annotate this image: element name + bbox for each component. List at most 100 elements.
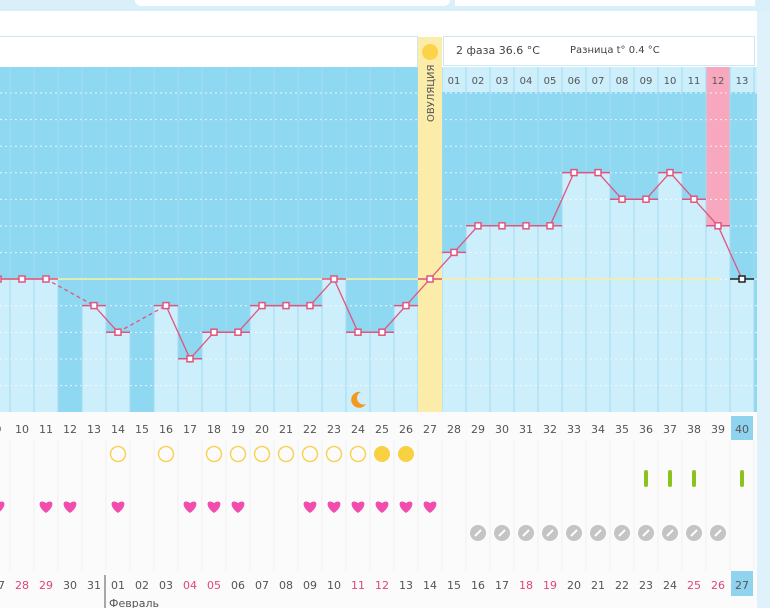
temperature-point — [402, 301, 410, 310]
temperature-point — [282, 301, 290, 310]
cycle-day-number: 18 — [207, 423, 221, 436]
temperature-bar — [514, 225, 538, 412]
temperature-point — [426, 275, 434, 283]
top-panel — [135, 0, 450, 6]
temperature-line — [597, 172, 623, 200]
temperature-bar — [322, 279, 346, 412]
cycle-day-number: 21 — [279, 423, 293, 436]
calendar-date: 31 — [87, 579, 101, 592]
phase2-day-label: 13 — [736, 76, 749, 87]
temperature-gap-line — [45, 278, 95, 307]
cycle-day-number: 24 — [351, 423, 365, 436]
phase-info-box: 2 фаза 36.6 °C Разница t° 0.4 °C — [443, 36, 755, 66]
temperature-line — [429, 251, 455, 280]
cycle-day-number: 9 — [0, 423, 2, 436]
temperature-point — [450, 248, 458, 257]
phase2-day-label: 05 — [544, 76, 557, 87]
empty-circle-icon — [229, 445, 247, 463]
calendar-date: 06 — [231, 579, 245, 592]
temperature-line — [645, 172, 671, 200]
temperature-line — [165, 305, 191, 360]
calendar-date: 27 — [0, 579, 5, 592]
temperature-line — [717, 225, 743, 280]
temperature-bar — [202, 332, 226, 412]
empty-circle-icon — [301, 445, 319, 463]
cycle-day-number: 16 — [159, 423, 173, 436]
empty-circle-icon — [205, 445, 223, 463]
cycle-day-number: 33 — [567, 423, 581, 436]
cycle-day-number: 20 — [255, 423, 269, 436]
calendar-date: 16 — [471, 579, 485, 592]
temperature-point — [570, 168, 578, 177]
temperature-bar — [538, 225, 562, 412]
pill-stripe — [690, 529, 698, 537]
heart-icon — [207, 501, 221, 513]
phase2-day-label: 10 — [664, 76, 677, 87]
phase2-day-label: 11 — [688, 76, 701, 87]
empty-circle-icon — [109, 445, 127, 463]
temperature-point — [714, 222, 722, 230]
calendar-date: 18 — [519, 579, 533, 592]
cycle-day-number: 11 — [39, 423, 53, 436]
cycle-day-number: 30 — [495, 423, 509, 436]
pill-stripe — [714, 529, 722, 537]
phase2-day-label: 09 — [640, 76, 653, 87]
cycle-day-number: 23 — [327, 423, 341, 436]
heart-icon — [303, 501, 317, 513]
heart-icon — [111, 501, 125, 513]
phase2-day-label: 02 — [472, 76, 485, 87]
moon-icon — [351, 391, 366, 408]
calendar-date: 02 — [135, 579, 149, 592]
temperature-bar — [490, 225, 514, 412]
scrollbar[interactable] — [757, 11, 770, 608]
temperature-point — [642, 195, 650, 203]
cycle-day-number: 15 — [135, 423, 149, 436]
green-mark-icon — [692, 470, 696, 487]
phase2-day-label: 07 — [592, 76, 605, 87]
calendar-date: 01 — [111, 579, 125, 592]
pill-stripe — [642, 529, 650, 537]
chart-header-left — [0, 36, 418, 67]
calendar-date: 17 — [495, 579, 509, 592]
temperature-line — [237, 305, 263, 333]
temperature-point — [738, 275, 746, 283]
temperature-point — [354, 328, 362, 336]
cycle-day-number: 13 — [87, 423, 101, 436]
calendar-date: 08 — [279, 579, 293, 592]
temperature-bar — [658, 172, 682, 412]
temperature-bar — [586, 172, 610, 412]
phase2-day-label: 08 — [616, 76, 629, 87]
cycle-day-number: 39 — [711, 423, 725, 436]
empty-circle-icon — [253, 445, 271, 463]
cycle-day-number: 34 — [591, 423, 605, 436]
temperature-bar — [562, 172, 586, 412]
calendar-date: 20 — [567, 579, 581, 592]
pill-stripe — [498, 529, 506, 537]
ovulation-label: ОВУЛЯЦИЯ — [426, 65, 437, 123]
temperature-point — [258, 301, 266, 310]
cycle-day-number: 35 — [615, 423, 629, 436]
cycle-day-number: 28 — [447, 423, 461, 436]
cycle-day-number: 36 — [639, 423, 653, 436]
calendar-date: 11 — [351, 579, 365, 592]
temperature-point — [114, 328, 122, 336]
heart-icon — [351, 501, 365, 513]
calendar-date: 26 — [711, 579, 725, 592]
temperature-line — [381, 305, 407, 333]
ovulation-band — [418, 37, 442, 412]
heart-icon — [375, 501, 389, 513]
cycle-day-number: 26 — [399, 423, 413, 436]
cycle-day-number: 10 — [15, 423, 29, 436]
pill-stripe — [570, 529, 578, 537]
current-day-highlight — [731, 416, 753, 440]
calendar-date: 24 — [663, 579, 677, 592]
pill-stripe — [594, 529, 602, 537]
temperature-line — [405, 278, 431, 307]
cycle-day-number: 17 — [183, 423, 197, 436]
temperature-bar — [34, 279, 58, 412]
temperature-point — [474, 222, 482, 230]
phase2-day-label: 01 — [448, 76, 461, 87]
calendar-date: 05 — [207, 579, 221, 592]
temperature-point — [186, 355, 194, 363]
calendar-date: 23 — [639, 579, 653, 592]
